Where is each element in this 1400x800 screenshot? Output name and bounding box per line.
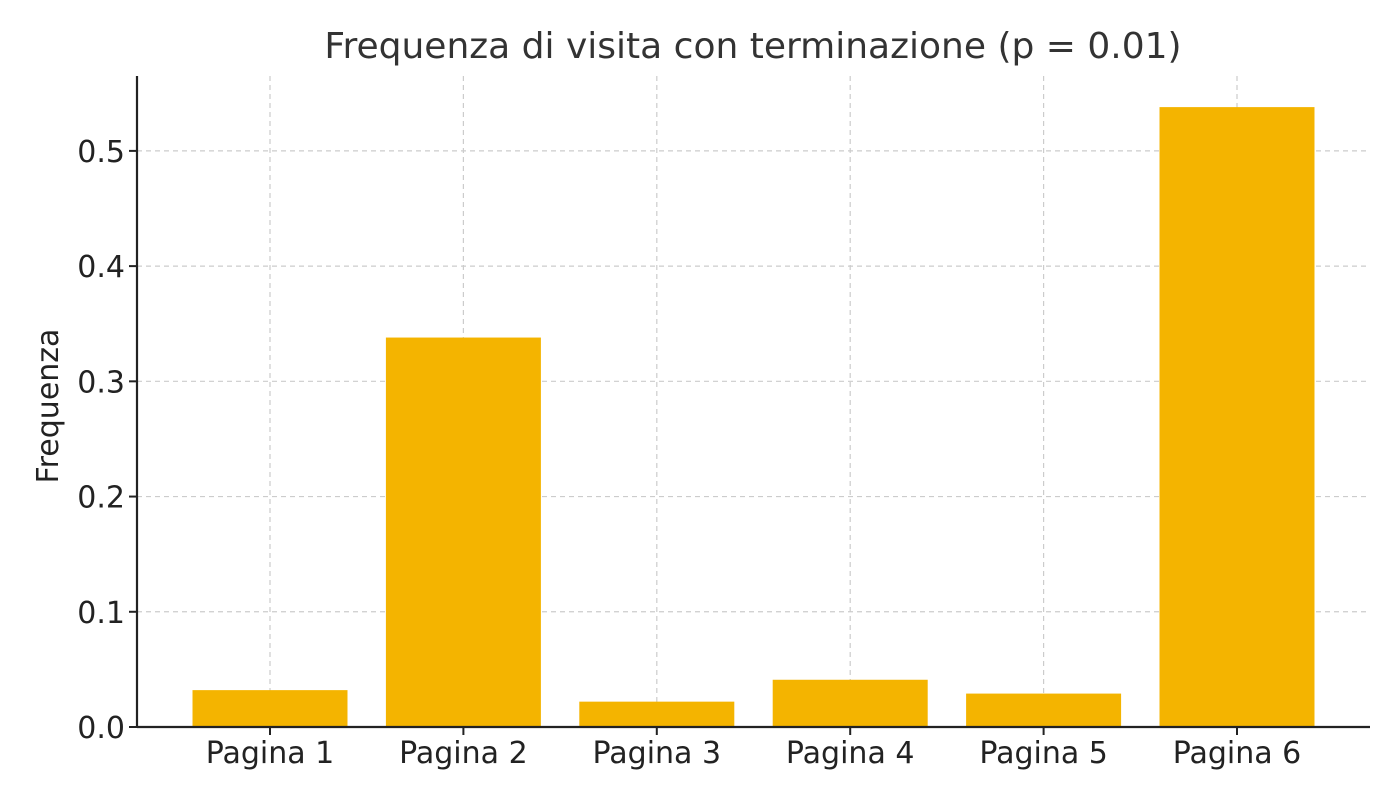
y-tick-label: 0.2 [77,481,125,516]
y-ticks: 0.0 0.1 0.2 0.3 0.4 0.5 [77,135,137,746]
y-tick-label: 0.4 [77,250,125,285]
y-tick-label: 0.3 [77,365,125,400]
y-tick-label: 0.0 [77,711,125,746]
y-axis-label: Frequenza [31,329,66,484]
bar [966,693,1122,727]
bar [192,690,348,727]
bar [385,337,541,727]
bars [192,107,1315,727]
x-tick-label: Pagina 5 [979,736,1108,771]
chart-title: Frequenza di visita con terminazione (p … [324,26,1181,67]
y-tick-label: 0.1 [77,596,125,631]
bar [1159,107,1315,727]
x-tick-label: Pagina 3 [593,736,722,771]
bar [579,701,735,727]
x-ticks: Pagina 1 Pagina 2 Pagina 3 Pagina 4 Pagina 5… [206,727,1302,771]
axes [135,76,1370,729]
x-tick-label: Pagina 1 [206,736,335,771]
bar [772,679,928,727]
x-tick-label: Pagina 2 [399,736,528,771]
x-tick-label: Pagina 6 [1173,736,1302,771]
x-tick-label: Pagina 4 [786,736,915,771]
y-tick-label: 0.5 [77,135,125,170]
